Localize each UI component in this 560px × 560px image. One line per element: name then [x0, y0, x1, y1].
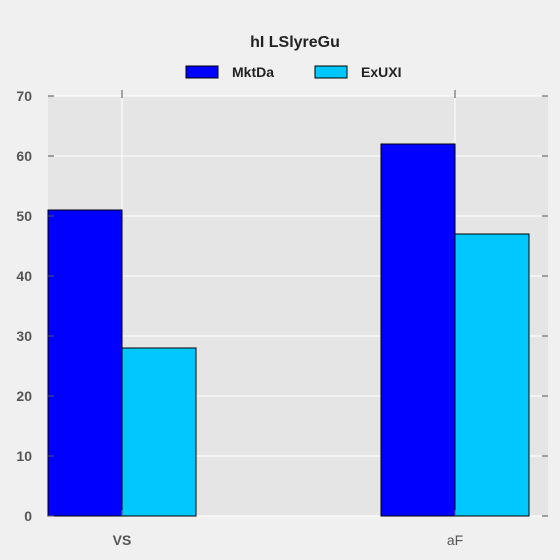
bar-mktda-vs — [47, 209, 123, 517]
legend: MktDa ExUXI — [185, 64, 401, 80]
y-tick-label: 10 — [16, 448, 32, 464]
bar-exuxi-vs — [121, 347, 197, 517]
legend-label-exuxi: ExUXI — [361, 64, 401, 80]
legend-label-mktda: MktDa — [232, 64, 274, 80]
chart-title: hI LSlyreGu — [250, 34, 340, 51]
legend-swatch-mktda — [185, 65, 219, 79]
y-tick-label: 20 — [16, 388, 32, 404]
axis-ticks — [48, 90, 548, 517]
tick-labels: 0 10 20 30 40 50 60 70 VS aF — [16, 88, 463, 548]
bar-mktda-af — [380, 143, 456, 517]
bar-exuxi-af — [454, 233, 530, 517]
y-tick-label: 60 — [16, 148, 32, 164]
bars — [47, 143, 530, 517]
x-tick-label: aF — [447, 532, 463, 548]
y-tick-label: 50 — [16, 208, 32, 224]
y-tick-label: 40 — [16, 268, 32, 284]
x-tick-label: VS — [113, 532, 132, 548]
y-tick-label: 30 — [16, 328, 32, 344]
legend-swatch-exuxi — [314, 65, 348, 79]
y-tick-label: 70 — [16, 88, 32, 104]
y-tick-label: 0 — [24, 508, 32, 524]
